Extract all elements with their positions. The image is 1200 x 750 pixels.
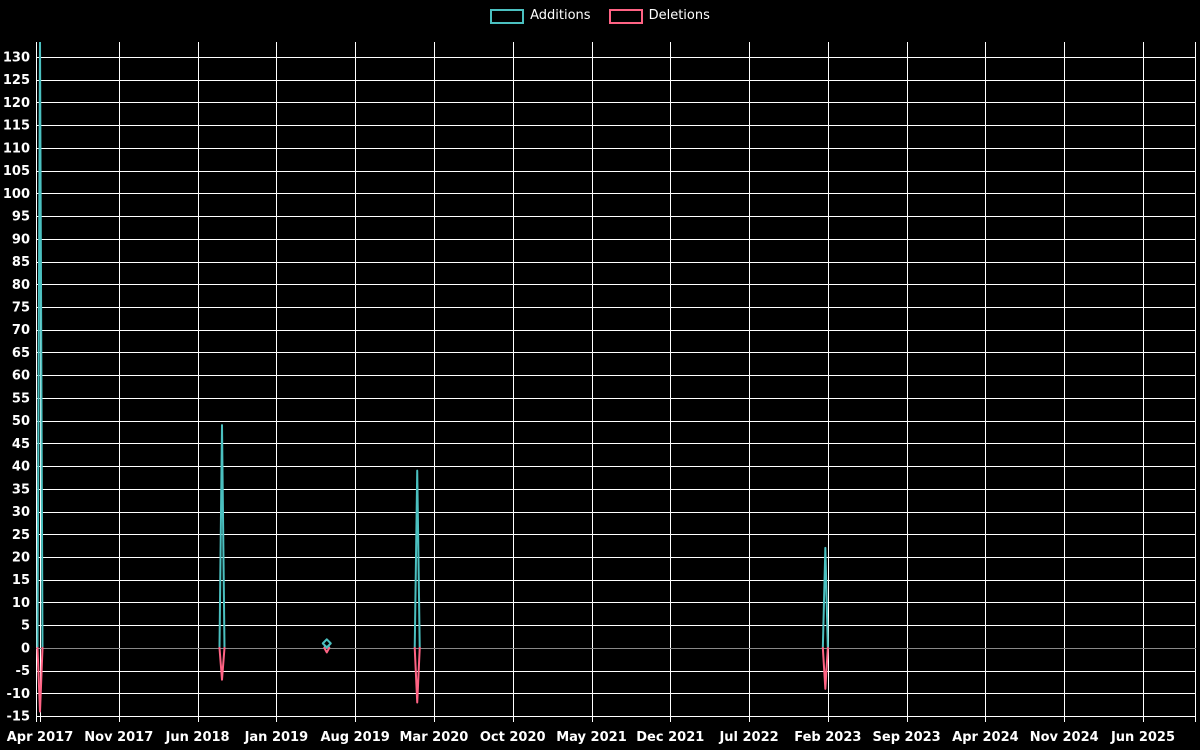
series-layer xyxy=(36,42,829,713)
y-tick-label: 20 xyxy=(12,551,30,566)
x-tick-label: Aug 2019 xyxy=(320,730,389,745)
additions-spike xyxy=(413,469,421,649)
point-marker-diamond-icon xyxy=(321,638,332,649)
legend-item-deletions[interactable]: Deletions xyxy=(608,8,710,24)
x-tick-label: Oct 2020 xyxy=(480,730,546,745)
y-tick-label: 90 xyxy=(12,232,30,247)
y-tick-label: 95 xyxy=(12,210,30,225)
legend-label-additions: Additions xyxy=(530,8,591,23)
x-tick-label: May 2021 xyxy=(556,730,627,745)
x-tick-label: Dec 2021 xyxy=(636,730,704,745)
x-tick-label: Jul 2022 xyxy=(718,730,778,745)
y-tick-label: 105 xyxy=(3,164,30,179)
x-tick-label: Jan 2019 xyxy=(244,730,309,745)
y-tick-label: -10 xyxy=(7,687,31,702)
y-tick-label: 15 xyxy=(12,573,30,588)
x-tick-label: Apr 2024 xyxy=(952,730,1019,745)
additions-spike xyxy=(821,546,829,649)
y-tick-label: -15 xyxy=(7,710,31,725)
y-tick-label: 25 xyxy=(12,528,30,543)
x-tick-label: Jun 2018 xyxy=(165,730,230,745)
y-tick-label: 70 xyxy=(12,323,30,338)
x-tick-label: Sep 2023 xyxy=(873,730,941,745)
y-tick-label: 35 xyxy=(12,482,30,497)
x-tick-label: Apr 2017 xyxy=(7,730,74,745)
y-tick-label: 5 xyxy=(21,619,30,634)
x-tick-label: Nov 2024 xyxy=(1030,730,1099,745)
y-tick-label: 130 xyxy=(3,51,30,66)
y-tick-label: 75 xyxy=(12,301,30,316)
y-tick-label: 80 xyxy=(12,278,30,293)
y-tick-label: 115 xyxy=(3,119,30,134)
additions-spike xyxy=(36,42,44,649)
y-tick-label: 50 xyxy=(12,414,30,429)
y-tick-label: 120 xyxy=(3,96,30,111)
chart-legend: Additions Deletions xyxy=(0,8,1200,24)
y-tick-label: 40 xyxy=(12,460,30,475)
additions-swatch-icon xyxy=(490,8,525,24)
x-tick-label: Feb 2023 xyxy=(794,730,861,745)
x-tick-label: Nov 2017 xyxy=(84,730,153,745)
additions-spike xyxy=(218,424,226,649)
y-tick-label: 65 xyxy=(12,346,30,361)
y-tick-label: 45 xyxy=(12,437,30,452)
deletions-spike xyxy=(323,646,331,654)
deletions-spike xyxy=(413,646,421,704)
y-tick-label: 100 xyxy=(3,187,30,202)
legend-label-deletions: Deletions xyxy=(648,8,710,23)
x-tick-label: Jun 2025 xyxy=(1110,730,1175,745)
legend-item-additions[interactable]: Additions xyxy=(490,8,591,24)
y-tick-label: 55 xyxy=(12,391,30,406)
deletions-spike xyxy=(218,646,226,681)
axis-tick-labels: 1301251201151101051009590858075706560555… xyxy=(3,51,1175,746)
y-tick-label: 0 xyxy=(21,641,30,656)
x-tick-label: Mar 2020 xyxy=(400,730,469,745)
y-tick-label: 110 xyxy=(3,141,30,156)
deletions-spike xyxy=(821,646,829,690)
y-tick-label: 125 xyxy=(3,73,30,88)
y-tick-label: 60 xyxy=(12,369,30,384)
gridlines xyxy=(36,42,1196,722)
deletions-spike xyxy=(36,646,44,713)
y-tick-label: 10 xyxy=(12,596,30,611)
y-tick-label: 30 xyxy=(12,505,30,520)
deletions-swatch-icon xyxy=(608,8,643,24)
y-tick-label: 85 xyxy=(12,255,30,270)
y-tick-label: -5 xyxy=(16,664,30,679)
